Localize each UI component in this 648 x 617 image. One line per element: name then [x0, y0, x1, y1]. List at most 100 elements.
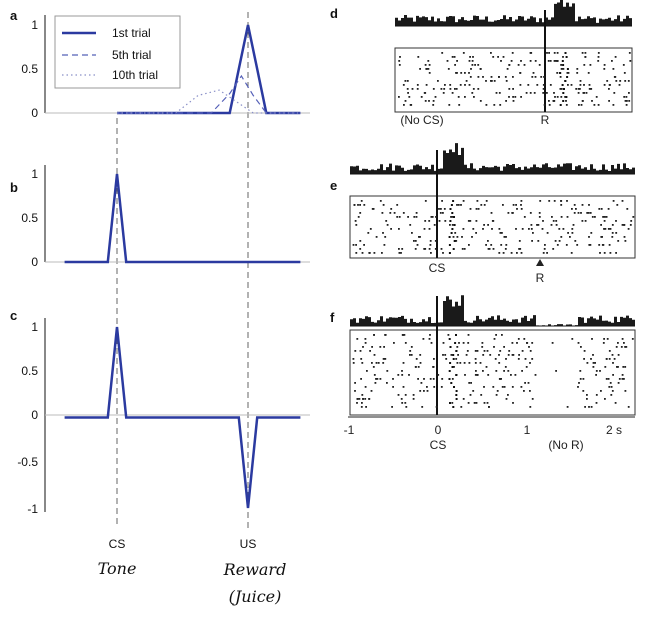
raster-f-spike — [468, 362, 471, 364]
raster-d-spike — [519, 84, 522, 86]
raster-f-spike — [382, 362, 385, 364]
raster-d-spike — [566, 68, 569, 70]
raster-f-spike — [422, 338, 425, 340]
raster-f-spike — [435, 406, 438, 408]
raster-f-spike — [493, 338, 496, 340]
raster-e-spike — [433, 224, 436, 226]
raster-f-spike — [397, 394, 400, 396]
raster-d-spike — [627, 80, 630, 82]
raster-e-frame — [349, 195, 636, 259]
raster-f-spike — [409, 354, 411, 356]
raster-f-spike — [401, 374, 404, 376]
raster-f-spike — [460, 406, 463, 408]
raster-d-spike — [442, 92, 445, 94]
raster-e-spike — [359, 240, 362, 242]
raster-f-spike — [605, 358, 608, 360]
raster-f-psth — [350, 295, 635, 326]
raster-e-spike — [603, 228, 605, 230]
panel-b-chart: 1 0.5 0 — [21, 165, 310, 269]
raster-d-spike — [589, 64, 592, 66]
raster-f-spike — [414, 366, 417, 368]
raster-d-spike — [560, 88, 563, 90]
raster-e-spike — [604, 228, 607, 230]
raster-f-spike — [592, 354, 594, 356]
raster-f-spike — [372, 366, 375, 368]
raster-f-spike — [590, 358, 592, 360]
raster-e-spike — [600, 236, 603, 238]
panel-a-chart: 1 0.5 0 1st trial 5th trial 10th trial — [21, 15, 310, 120]
raster-d-spike — [434, 96, 437, 98]
raster-e-spike — [510, 252, 513, 254]
raster-f-spike — [371, 362, 373, 364]
raster-e-spike — [590, 232, 593, 234]
raster-f-spike — [523, 338, 526, 340]
raster-f-spike — [595, 402, 598, 404]
raster-f-spike — [582, 378, 585, 380]
raster-f-spike — [433, 358, 435, 360]
raster-e-spike — [603, 252, 606, 254]
raster-d-spike — [570, 84, 573, 86]
raster-f-spike — [454, 342, 457, 344]
raster-e-spike — [488, 248, 491, 250]
raster-f-spike — [591, 338, 593, 340]
raster-d-spike — [437, 80, 439, 82]
raster-e-spike — [363, 244, 365, 246]
raster-e-spike — [369, 228, 372, 230]
raster-f-spike — [503, 386, 506, 388]
raster-f-spike — [455, 334, 457, 336]
raster-d-spike — [540, 76, 543, 78]
raster-f-spike — [483, 386, 485, 388]
raster-f-spike — [386, 382, 388, 384]
raster-d-spike — [482, 76, 484, 78]
raster-f-spike — [529, 362, 531, 364]
raster-e-spike — [541, 228, 544, 230]
raster-f-spike — [595, 394, 598, 396]
raster-f-spike — [470, 382, 472, 384]
raster-d-spike — [425, 84, 428, 86]
raster-d-spike — [531, 76, 534, 78]
raster-e-spike — [381, 212, 384, 214]
raster-f-spike — [503, 370, 505, 372]
raster-d-spike — [543, 104, 546, 106]
raster-f-spike — [449, 402, 451, 404]
raster-f-spike — [419, 354, 422, 356]
raster-d-spike — [581, 52, 584, 54]
raster-d-spike — [597, 60, 600, 62]
raster-e-spike — [505, 236, 507, 238]
raster-e-label-cs: CS — [429, 261, 446, 275]
raster-f-spike — [586, 362, 589, 364]
raster-f-spike — [525, 366, 528, 368]
raster-e-spike — [588, 204, 590, 206]
legend-label-5th-trial: 5th trial — [112, 48, 151, 62]
raster-f-spike — [364, 398, 367, 400]
raster-f-spike — [465, 354, 468, 356]
raster-e-spike — [477, 208, 480, 210]
raster-f-spike — [356, 398, 359, 400]
raster-f-spike — [375, 378, 377, 380]
raster-d-spike — [398, 64, 401, 66]
raster-e-spike — [448, 244, 451, 246]
raster-f-spike — [415, 358, 418, 360]
raster-e-spike — [626, 208, 629, 210]
raster-d-spike — [508, 88, 511, 90]
raster-f-spike — [376, 378, 379, 380]
raster-d-spike — [542, 88, 545, 90]
raster-d-spike — [553, 52, 556, 54]
raster-e-spike — [354, 220, 357, 222]
raster-e-spike — [512, 204, 515, 206]
raster-f-spike — [392, 378, 394, 380]
raster-d-spike — [525, 92, 528, 94]
raster-d-spike — [432, 100, 435, 102]
raster-f-spike — [442, 342, 445, 344]
raster-e-label-r: R — [536, 271, 545, 285]
raster-d-spike — [618, 84, 621, 86]
raster-d-spike — [608, 100, 610, 102]
raster-f-spike — [523, 390, 525, 392]
raster-d-spike — [529, 60, 532, 62]
raster-f-spike — [507, 370, 510, 372]
raster-f-spike — [622, 366, 625, 368]
raster-f-spike — [511, 342, 514, 344]
raster-d-spike — [611, 60, 613, 62]
raster-d-spike — [628, 92, 630, 94]
raster-d-spike — [447, 68, 450, 70]
